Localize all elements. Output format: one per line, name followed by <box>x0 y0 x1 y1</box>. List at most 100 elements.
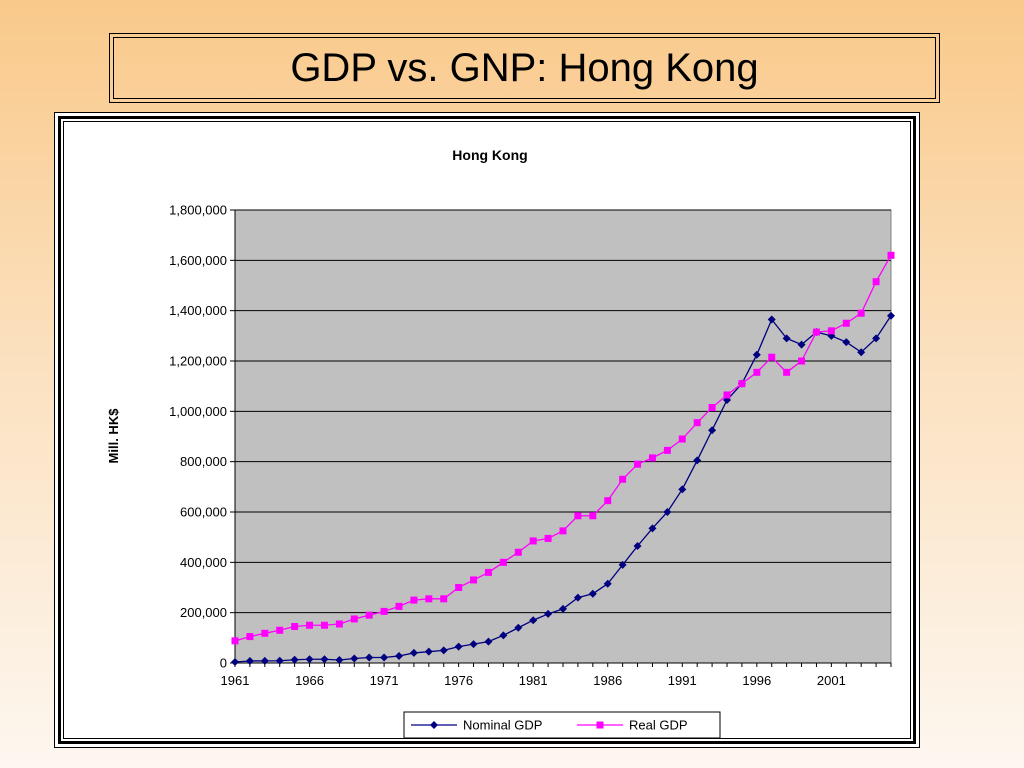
data-point <box>648 524 657 533</box>
chart-frame: Hong Kong 0 200,000 400,000 600,000 800,000 1… <box>54 112 920 748</box>
data-point <box>335 620 343 628</box>
x-tick-label: 1961 <box>221 673 250 688</box>
data-point <box>827 327 835 335</box>
data-point <box>708 426 717 435</box>
data-point <box>395 602 403 610</box>
data-point <box>663 446 671 454</box>
legend-label: Nominal GDP <box>463 718 542 733</box>
data-point <box>589 512 597 520</box>
data-point <box>514 548 522 556</box>
data-point <box>752 350 761 359</box>
data-point <box>559 527 567 535</box>
data-point <box>231 657 239 666</box>
y-tick-label: 1,400,000 <box>169 303 227 318</box>
data-point <box>812 328 820 336</box>
data-point <box>350 654 359 663</box>
data-point <box>798 357 806 365</box>
data-point <box>634 460 642 468</box>
data-point <box>469 640 478 649</box>
legend-item: Real GDP <box>577 718 688 733</box>
x-tick-label: 1976 <box>444 673 473 688</box>
data-point <box>245 656 254 665</box>
y-tick-label: 1,800,000 <box>169 203 227 218</box>
y-tick-label: 800,000 <box>180 454 227 469</box>
data-point <box>573 593 582 602</box>
legend-marker <box>430 721 438 729</box>
data-point <box>767 315 776 324</box>
data-point <box>350 615 358 623</box>
x-tick-label: 1991 <box>668 673 697 688</box>
data-point <box>693 419 701 427</box>
data-point <box>738 380 746 388</box>
data-point <box>827 331 836 340</box>
series-real-gdp <box>231 251 895 645</box>
data-point <box>604 497 612 505</box>
data-point <box>693 456 702 465</box>
y-tick-label: 1,600,000 <box>169 253 227 268</box>
data-point <box>678 485 687 494</box>
chart-title: Hong Kong <box>452 147 527 163</box>
data-point <box>529 616 538 625</box>
data-point <box>320 621 328 629</box>
y-axis-label: Mill. HK$ <box>106 408 121 464</box>
data-point <box>783 368 791 376</box>
data-point <box>470 576 478 584</box>
series-nominal-gdp <box>231 311 895 666</box>
slide-title-box: GDP vs. GNP: Hong Kong <box>109 33 940 103</box>
data-point <box>275 656 284 665</box>
gridlines <box>235 209 891 614</box>
data-point <box>768 353 776 361</box>
data-point <box>395 651 403 660</box>
data-point <box>320 655 329 664</box>
y-tick-label: 400,000 <box>180 555 227 570</box>
data-point <box>335 655 344 664</box>
data-point <box>678 435 686 443</box>
legend: Nominal GDP Real GDP <box>403 711 721 739</box>
data-point <box>425 595 433 603</box>
data-point <box>753 368 761 376</box>
legend-item: Nominal GDP <box>411 718 542 733</box>
data-point <box>290 655 299 664</box>
x-tick-label: 1981 <box>519 673 548 688</box>
x-tick-label: 1986 <box>593 673 622 688</box>
slide-title: GDP vs. GNP: Hong Kong <box>113 37 936 99</box>
data-point <box>782 334 791 343</box>
data-point <box>559 604 567 613</box>
data-point <box>380 607 388 615</box>
data-point <box>440 595 448 603</box>
data-point <box>857 348 866 357</box>
data-point <box>246 633 254 641</box>
data-point <box>514 623 523 632</box>
x-tick-label: 1966 <box>295 673 324 688</box>
data-point <box>633 541 642 550</box>
legend-label: Real GDP <box>629 718 688 733</box>
data-point <box>544 534 552 542</box>
y-tick-label: 600,000 <box>180 505 227 520</box>
data-point <box>305 655 314 664</box>
data-point <box>619 475 627 483</box>
data-point <box>529 537 537 545</box>
data-point <box>544 609 553 618</box>
y-tick-label: 200,000 <box>180 605 227 620</box>
data-point <box>618 560 627 569</box>
data-point <box>439 646 448 655</box>
data-point <box>603 579 612 588</box>
data-point <box>484 568 492 576</box>
y-tick-label: 0 <box>220 656 227 671</box>
data-point <box>261 629 269 637</box>
data-point <box>365 653 374 662</box>
x-tick-label: 1996 <box>742 673 771 688</box>
data-point <box>410 596 418 604</box>
data-point <box>872 278 880 286</box>
y-tick-label: 1,200,000 <box>169 354 227 369</box>
data-point <box>663 508 672 516</box>
data-point <box>574 512 582 520</box>
x-tick-label: 1971 <box>370 673 399 688</box>
x-axis-ticks: 1961 1966 1971 1976 1981 1986 1991 1996 2001 <box>221 663 892 688</box>
data-point <box>723 391 731 399</box>
data-point <box>291 623 299 631</box>
series-layer <box>231 251 895 666</box>
data-point <box>276 626 284 634</box>
data-point <box>365 611 373 619</box>
x-tick-label: 2001 <box>817 673 846 688</box>
